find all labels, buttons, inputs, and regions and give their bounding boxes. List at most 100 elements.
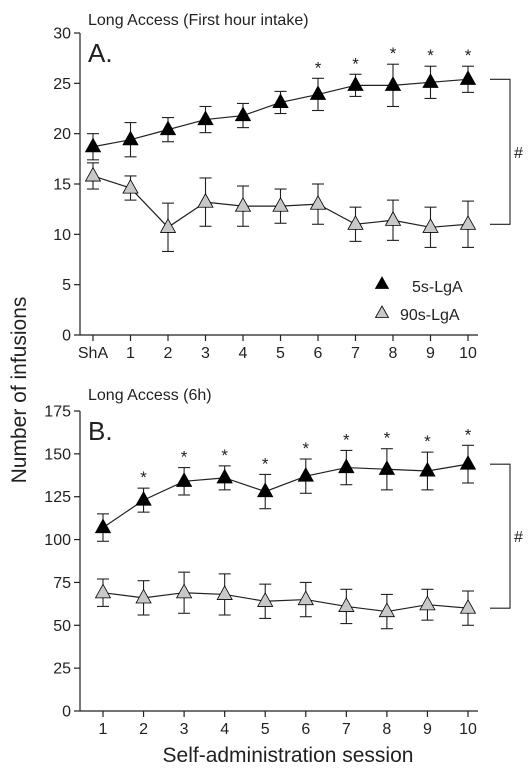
panel-b-y-tick-label: 150 bbox=[44, 446, 71, 463]
panel-b-90s-lga-point bbox=[175, 583, 193, 599]
panel-b-x-tick-label: 1 bbox=[99, 721, 108, 738]
panel-b-y-tick-label: 50 bbox=[53, 618, 71, 635]
legend: 5s-LgA 90s-LgA bbox=[374, 276, 463, 324]
panel-a-title: Long Access (First hour intake) bbox=[88, 12, 309, 29]
panel-b-significance-star: * bbox=[262, 454, 269, 473]
panel-b-significance-star: * bbox=[140, 468, 147, 487]
panel-a-x-tick-label: 1 bbox=[126, 345, 135, 362]
panel-b-5s-lga-point bbox=[175, 472, 193, 487]
panel-b-x-tick-label: 7 bbox=[342, 721, 351, 738]
panel-a-y-tick-label: 30 bbox=[53, 26, 71, 43]
panel-a-5s-lga-point bbox=[84, 137, 102, 153]
panel-b-90s-lga-line bbox=[102, 592, 469, 613]
panel-a-significance-star: * bbox=[427, 46, 434, 65]
panel-a-x-tick-label: 7 bbox=[351, 345, 360, 362]
panel-a-5s-lga-point bbox=[234, 106, 252, 122]
panel-b-y-tick-label: 100 bbox=[44, 532, 71, 549]
panel-b-90s-lga-point bbox=[216, 585, 233, 600]
panel-b-x-tick-label: 10 bbox=[459, 721, 477, 738]
panel-a-90s-lga-point bbox=[84, 166, 102, 182]
panel-b-x-tick-label: 6 bbox=[301, 721, 310, 738]
panel-a-5s-lga-point bbox=[459, 70, 477, 85]
legend-5s-label: 5s-LgA bbox=[412, 279, 463, 296]
panel-b-group-bracket bbox=[490, 463, 511, 609]
panel-b-significance-star: * bbox=[302, 439, 309, 458]
panel-b-significance-star: * bbox=[221, 446, 228, 465]
panel-b-x-tick-label: 5 bbox=[261, 721, 270, 738]
panel-a-5s-lga-point bbox=[309, 85, 327, 100]
panel-a-significance-star: * bbox=[352, 54, 359, 73]
panel-b-y-tick-label: 25 bbox=[53, 661, 71, 678]
panel-b-90s-lga-point bbox=[257, 592, 274, 607]
panel-a-y-tick-label: 25 bbox=[53, 76, 71, 93]
panel-a: Long Access (First hour intake) A. 0 5 10 1… bbox=[53, 12, 523, 362]
panel-b-90s-lga-point bbox=[94, 583, 112, 599]
panel-a-5s-lga-point bbox=[347, 76, 364, 91]
panel-b-90s-lga-point bbox=[419, 595, 436, 611]
panel-a-label: A. bbox=[88, 38, 113, 68]
panel-b-significance-star: * bbox=[181, 448, 188, 467]
panel-a-5s-lga-point bbox=[422, 73, 439, 88]
panel-a-x-tick-label: ShA bbox=[78, 345, 109, 362]
panel-a-significance-star: * bbox=[315, 58, 322, 77]
panel-b-significance-star: * bbox=[343, 430, 350, 449]
panel-a-90s-lga-point bbox=[459, 215, 477, 230]
panel-a-x-tick-label: 9 bbox=[426, 345, 435, 362]
panel-a-y-tick-label: 0 bbox=[62, 328, 71, 345]
panel-b-title: Long Access (6h) bbox=[88, 387, 212, 404]
panel-a-5s-lga-point bbox=[122, 130, 139, 146]
panel-a-90s-lga-point bbox=[159, 218, 177, 233]
panel-a-y-tick-label: 20 bbox=[53, 126, 71, 143]
panel-b-group-significance: # bbox=[514, 529, 523, 546]
panel-b-significance-star: * bbox=[384, 429, 391, 448]
panel-a-y-tick-label: 10 bbox=[53, 227, 71, 244]
x-axis-label: Self-administration session bbox=[163, 744, 414, 767]
panel-b-90s-lga-point bbox=[338, 597, 355, 612]
panel-b-5s-lga-point bbox=[459, 454, 477, 470]
panel-a-group-bracket bbox=[490, 78, 511, 225]
panel-b-y-tick-label: 0 bbox=[62, 704, 71, 721]
panel-b-5s-lga-point bbox=[216, 468, 233, 484]
panel-a-90s-lga-point bbox=[309, 194, 327, 210]
panel-a-x-tick-label: 8 bbox=[389, 345, 398, 362]
panel-a-90s-lga-point bbox=[197, 192, 214, 208]
panel-a-y-tick-label: 15 bbox=[53, 177, 71, 194]
panel-b-5s-lga-point bbox=[257, 482, 274, 498]
panel-a-x-tick-label: 10 bbox=[459, 345, 477, 362]
panel-b-5s-lga-line bbox=[102, 463, 469, 529]
legend-5s-marker bbox=[374, 276, 390, 289]
panel-b-5s-lga-point bbox=[338, 458, 355, 474]
panel-b-5s-lga-point bbox=[419, 461, 436, 477]
panel-b-x-tick-label: 3 bbox=[180, 721, 189, 738]
panel-b-y-tick-label: 175 bbox=[44, 404, 71, 421]
panel-a-x-tick-label: 6 bbox=[314, 345, 323, 362]
panel-b-5s-lga-point bbox=[94, 518, 112, 534]
panel-a-90s-lga-point bbox=[347, 215, 364, 230]
y-axis-label: Number of infusions bbox=[8, 297, 31, 484]
panel-a-x-tick-label: 3 bbox=[201, 345, 210, 362]
panel-b-90s-lga-point bbox=[459, 598, 477, 614]
panel-b-x-tick-label: 9 bbox=[423, 721, 432, 738]
panel-b-significance-star: * bbox=[424, 432, 431, 451]
panel-b-5s-lga-point bbox=[297, 466, 314, 482]
panel-a-significance-star: * bbox=[390, 44, 397, 63]
panel-a-x-tick-label: 5 bbox=[276, 345, 285, 362]
panel-b-label: B. bbox=[88, 416, 113, 446]
panel-b-x-tick-label: 4 bbox=[220, 721, 229, 738]
legend-90s-label: 90s-LgA bbox=[400, 307, 460, 324]
panel-b-plot: 0 25 50 75 100 125 150 175 1 2 3 4 5 6 7 8 9 10 * * * * * * * * * # bbox=[44, 404, 523, 739]
panel-b-significance-star: * bbox=[465, 425, 472, 444]
panel-a-5s-lga-point bbox=[159, 120, 177, 136]
panel-a-5s-lga-point bbox=[384, 76, 402, 91]
panel-a-x-tick-label: 2 bbox=[164, 345, 173, 362]
panel-a-5s-lga-point bbox=[197, 110, 214, 126]
panel-a-plot: 0 5 10 15 20 25 30 ShA 1 2 3 4 5 6 7 8 9 10 * * * * * # bbox=[53, 26, 523, 363]
panel-a-90s-lga-point bbox=[272, 196, 289, 212]
panel-b-5s-lga-point bbox=[378, 460, 396, 475]
panel-a-significance-star: * bbox=[465, 46, 472, 65]
panel-a-x-tick-label: 4 bbox=[239, 345, 248, 362]
panel-b-x-tick-label: 2 bbox=[139, 721, 148, 738]
panel-b-5s-lga-point bbox=[135, 490, 152, 506]
panel-b: Long Access (6h) B. 02550751001251501751… bbox=[44, 387, 523, 738]
